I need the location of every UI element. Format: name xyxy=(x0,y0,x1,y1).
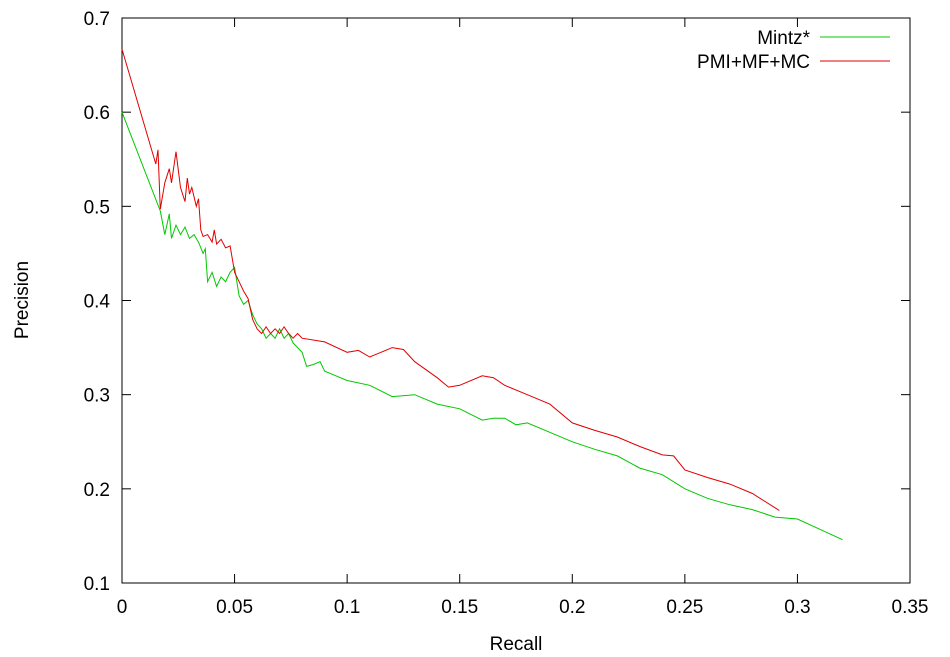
series-line-mintz xyxy=(121,112,843,541)
legend-label-pmi-mf-mc: PMI+MF+MC xyxy=(697,52,810,73)
y-tick-label: 0.5 xyxy=(84,197,110,218)
legend: Mintz* PMI+MF+MC xyxy=(697,28,890,73)
x-tick-label: 0.2 xyxy=(559,597,585,618)
series-lines xyxy=(121,48,843,541)
x-tick-label: 0.35 xyxy=(892,597,929,618)
x-tick-label: 0.25 xyxy=(666,597,703,618)
y-tick-label: 0.7 xyxy=(84,9,110,30)
axis-ticks xyxy=(121,17,911,584)
x-tick-label: 0.3 xyxy=(784,597,810,618)
y-axis-label: Precision xyxy=(12,261,33,339)
series-line-pmi-mf-mc xyxy=(121,48,780,511)
y-tick-label: 0.2 xyxy=(84,480,110,501)
x-tick-label: 0.1 xyxy=(334,597,360,618)
x-tick-label: 0.05 xyxy=(216,597,253,618)
x-axis-label: Recall xyxy=(490,634,543,655)
y-tick-label: 0.3 xyxy=(84,386,110,407)
y-tick-label: 0.4 xyxy=(84,292,111,313)
legend-label-mintz: Mintz* xyxy=(757,28,810,49)
y-tick-label: 0.6 xyxy=(84,103,110,124)
axis-tick-labels: 0 0.05 0.1 0.15 0.2 0.25 0.3 0.35 0.1 0.2 0.3 0.4 0.… xyxy=(84,9,929,618)
x-tick-label: 0 xyxy=(117,597,128,618)
plot-frame xyxy=(121,17,911,584)
y-tick-label: 0.1 xyxy=(84,574,110,595)
x-tick-label: 0.15 xyxy=(441,597,478,618)
